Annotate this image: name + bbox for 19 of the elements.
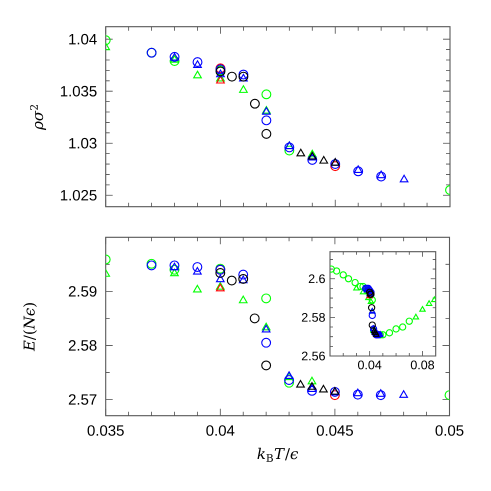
- x-tick-label: 0.045: [316, 425, 353, 436]
- y-tick-label: 2.58: [68, 340, 97, 351]
- y-tick-label: 2.57: [68, 394, 96, 405]
- x-tick-label: 0.08: [410, 360, 434, 370]
- y-tick-label: 2.6: [308, 274, 325, 284]
- y-axis-title: ρσ$^{2}$: [30, 104, 46, 130]
- x-axis-title: k$_{B}$T/ϵ: [257, 448, 298, 462]
- y-tick-label: 1.025: [60, 190, 97, 201]
- y-tick-label: 2.56: [302, 352, 325, 360]
- x-tick-label: 0.04: [358, 360, 382, 370]
- y-tick-label: 1.04: [69, 34, 97, 44]
- x-tick-label: 0.04: [206, 425, 234, 436]
- y-tick-label: 1.03: [69, 138, 97, 149]
- y-tick-label: 1.035: [60, 86, 97, 96]
- y-tick-label: 2.59: [68, 286, 96, 297]
- y-tick-label: 2.58: [302, 312, 325, 322]
- y-axis-title: E/(Nϵ): [23, 303, 37, 352]
- x-tick-label: 0.05: [436, 425, 464, 436]
- x-tick-label: 0.035: [88, 425, 124, 436]
